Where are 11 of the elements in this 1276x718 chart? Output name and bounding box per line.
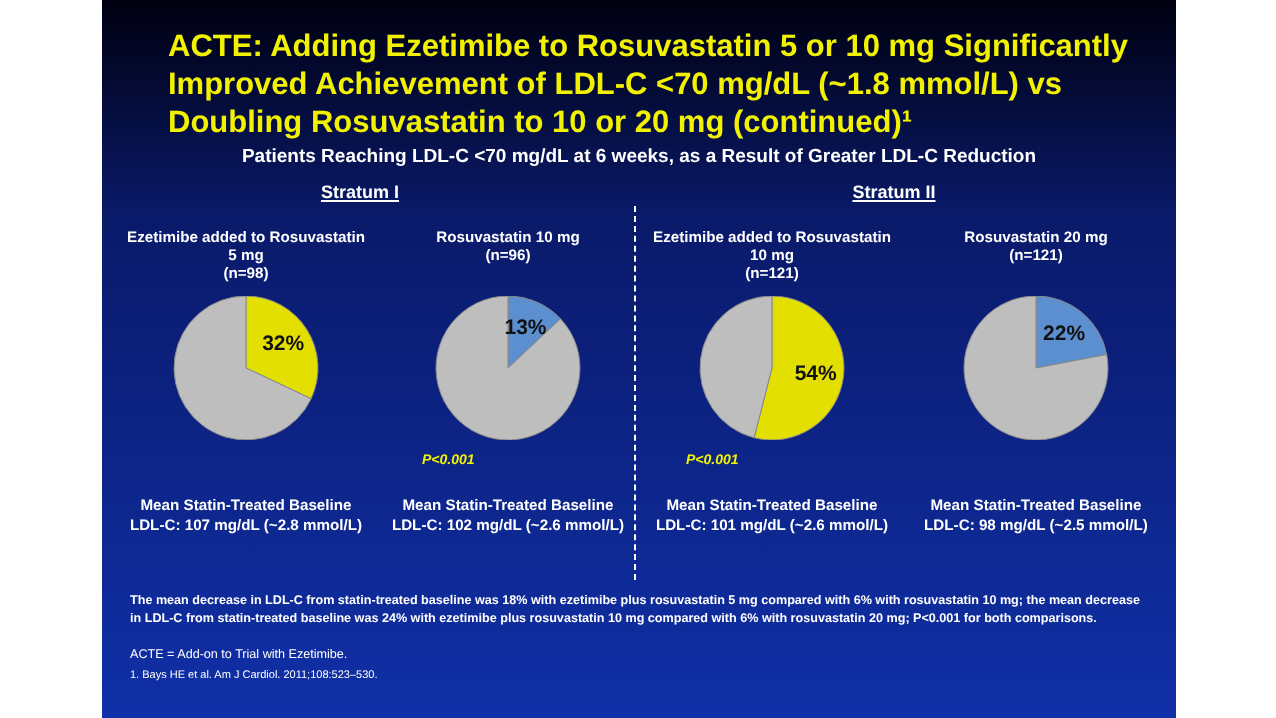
pie-slice xyxy=(963,296,1109,440)
text: ACTE: Adding Ezetimibe to Rosuvastatin 5 or 10 mg Significantly Improved Achievement of LDL-C <70 mg/dL (~1.8 mmol/L) vs Doubling Rosuvastatin to 10 or 20 mg (continued)¹ xyxy=(168,28,1130,142)
data-label: 32% xyxy=(262,332,306,357)
data-label: 13% xyxy=(504,315,548,340)
pie-slice xyxy=(173,296,312,440)
text: Stratum II xyxy=(850,182,938,202)
data-label: 54% xyxy=(794,361,838,386)
data-label: 22% xyxy=(1043,322,1087,347)
text: Stratum I xyxy=(318,182,401,202)
pie-slice xyxy=(435,296,581,440)
text: Patients Reaching LDL-C <70 mg/dL at 6 weeks, as a Result of Greater LDL-C Reduction xyxy=(239,146,1039,168)
